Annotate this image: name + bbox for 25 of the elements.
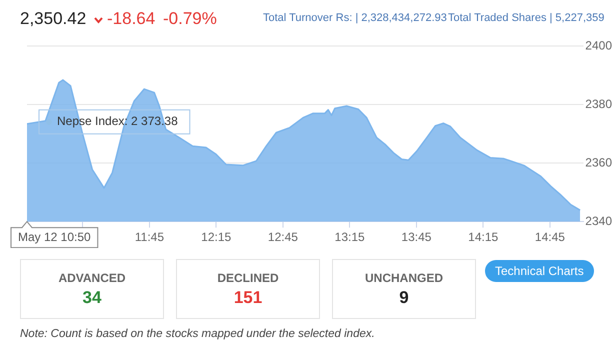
- x-tick-label: 13:15: [334, 230, 366, 244]
- text: Total Traded Shares | 5,227,359: [448, 12, 604, 24]
- text: Total Turnover Rs: | 2,328,434,272.93: [263, 12, 447, 24]
- text: 151: [232, 288, 264, 308]
- y-tick-label: 2400: [585, 38, 612, 52]
- x-tick-label: 14:15: [468, 230, 499, 244]
- text: Note: Count is based on the stocks mapped under the selected index.: [20, 328, 375, 340]
- text: UNCHANGED: [364, 271, 444, 285]
- y-tick-label: 2360: [585, 155, 612, 170]
- x-tick-label: 11:45: [134, 230, 164, 244]
- text: May 12 10:50: [18, 230, 92, 244]
- text: 34: [82, 288, 102, 308]
- text: DECLINED: [216, 271, 280, 285]
- text: 2,350.42: [20, 9, 86, 29]
- text: ADVANCED: [57, 271, 127, 285]
- y-tick-label: 2340: [585, 214, 612, 228]
- text: 9: [398, 288, 410, 308]
- y-tick-label: 2380: [585, 96, 612, 111]
- x-tick-label: 12:15: [201, 230, 232, 244]
- technical-charts-button: Technical Charts: [485, 260, 594, 282]
- text: -0.79%: [163, 9, 217, 29]
- x-tick-label: 13:45: [401, 230, 432, 244]
- text: -18.64: [107, 9, 156, 29]
- x-tick-label: 14:45: [534, 230, 566, 244]
- x-tick-label: 12:45: [268, 230, 298, 244]
